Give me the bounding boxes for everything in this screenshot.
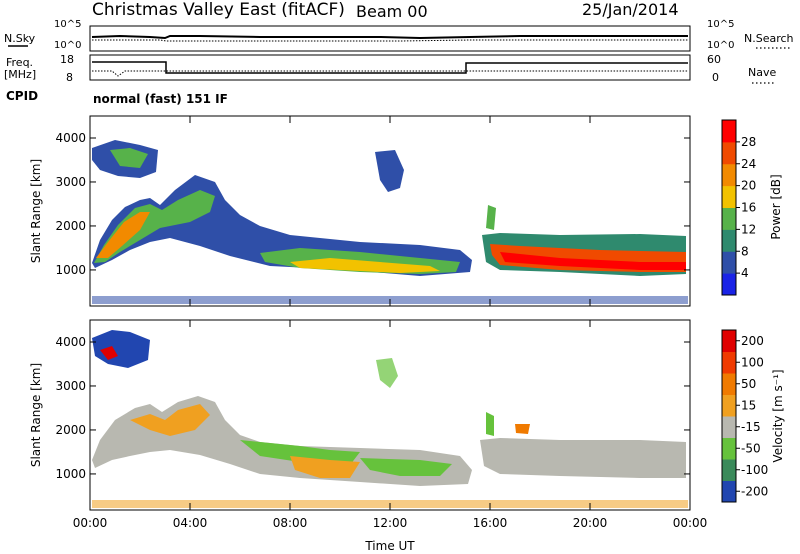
- noise-panel: N.Sky 10^5 10^0 10^5 10^0 N.Search: [4, 19, 794, 52]
- velocity-panel: 1000 2000 3000 4000 00:00 04:00 08:00 12:00 16:…: [29, 319, 708, 553]
- nsearch-trace: [92, 39, 688, 42]
- cpid-value: normal (fast) 151 IF: [93, 92, 228, 106]
- power-colorbar-ticks: 4 8 12 16 20 24 28: [736, 135, 756, 280]
- power-y-axis-label: Slant Range [km]: [29, 159, 43, 263]
- power-colorbar-tick-label: 20: [741, 179, 756, 193]
- velocity-colorbar-tick-label: -100: [741, 463, 768, 477]
- xtick-label: 04:00: [173, 516, 208, 530]
- velocity-colorbar-cell: [722, 373, 736, 395]
- velocity-colorbar-cell: [722, 437, 736, 460]
- power-colorbar-cell: [722, 273, 736, 296]
- power-colorbar-cell: [722, 229, 736, 252]
- noise-tick-right-bottom: 10^0: [707, 40, 734, 51]
- xtick-label: 00:00: [673, 516, 708, 530]
- freq-tick-left-top: 18: [60, 53, 74, 66]
- velocity-ytick-label: 4000: [55, 335, 86, 349]
- nave-trace: [92, 70, 688, 77]
- freq-tick-right-bottom: 0: [712, 71, 719, 84]
- frequency-panel: Freq. [MHz] 18 8 60 0 Nave: [4, 53, 776, 84]
- power-colorbar-label: Power [dB]: [769, 174, 783, 239]
- velocity-x-ticks: 00:00 04:00 08:00 12:00 16:00 20:00 00:00: [73, 320, 708, 530]
- velocity-colorbar-tick-label: 100: [741, 355, 764, 369]
- nsearch-label: N.Search: [744, 32, 794, 45]
- power-colorbar-cell: [722, 185, 736, 208]
- velocity-colorbar-tick-label: 50: [741, 377, 756, 391]
- power-x-tickmarks: [89, 116, 691, 306]
- xtick-label: 00:00: [73, 516, 108, 530]
- figure-title: Christmas Valley East (fitACF): [92, 0, 345, 20]
- velocity-colorbar-tick-label: -50: [741, 441, 761, 455]
- velocity-colorbar-tick-label: -200: [741, 484, 768, 498]
- freq-trace: [92, 61, 688, 74]
- power-colorbar-tick-label: 28: [741, 135, 756, 149]
- power-ytick-label: 3000: [55, 175, 86, 189]
- velocity-ytick-label: 1000: [55, 467, 86, 481]
- power-panel: 1000 2000 3000 4000 Slant Range [km]: [29, 115, 691, 307]
- power-colorbar-tick-label: 24: [741, 157, 756, 171]
- noise-tick-left-top: 10^5: [54, 19, 81, 30]
- freq-label: Freq.: [6, 56, 33, 69]
- xtick-label: 16:00: [473, 516, 508, 530]
- velocity-colorbar-cell: [722, 459, 736, 481]
- power-ytick-label: 1000: [55, 263, 86, 277]
- velocity-y-ticks: 1000 2000 3000 4000: [55, 335, 690, 481]
- velocity-colorbar-cell: [722, 330, 736, 352]
- power-data: [92, 140, 688, 304]
- power-colorbar-cell: [722, 207, 736, 230]
- power-colorbar-tick-label: 4: [741, 266, 749, 280]
- velocity-data: [92, 330, 688, 508]
- velocity-colorbar-cell: [722, 351, 736, 374]
- xtick-label: 08:00: [273, 516, 308, 530]
- velocity-colorbar-tick-label: -15: [741, 420, 761, 434]
- power-colorbar-cells: [722, 120, 736, 296]
- nsky-label: N.Sky: [4, 32, 36, 45]
- xtick-label: 12:00: [373, 516, 408, 530]
- x-axis-label: Time UT: [364, 539, 415, 553]
- velocity-colorbar-cell: [722, 480, 736, 503]
- velocity-ytick-label: 3000: [55, 379, 86, 393]
- velocity-colorbar-label: Velocity [m s⁻¹]: [771, 369, 785, 462]
- power-colorbar-cell: [722, 120, 736, 143]
- velocity-colorbar-cell: [722, 394, 736, 417]
- power-colorbar-cell: [722, 141, 736, 165]
- freq-tick-left-bottom: 8: [66, 71, 73, 84]
- power-ytick-label: 4000: [55, 131, 86, 145]
- velocity-colorbar: 200 100 50 15 -15 -50 -100 -200 Velocity [m s⁻¹…: [721, 329, 785, 503]
- power-colorbar-cell: [722, 251, 736, 274]
- velocity-colorbar-tick-label: 200: [741, 334, 764, 348]
- velocity-colorbar-ticks: 200 100 50 15 -15 -50 -100 -200: [736, 334, 768, 498]
- noise-tick-left-bottom: 10^0: [54, 40, 81, 51]
- cpid-label: CPID: [6, 89, 38, 103]
- power-y-ticks: 1000 2000 3000 4000: [55, 131, 690, 277]
- velocity-ytick-label: 2000: [55, 423, 86, 437]
- power-colorbar: 4 8 12 16 20 24 28 Power [dB]: [721, 119, 783, 296]
- velocity-y-axis-label: Slant Range [km]: [29, 363, 43, 467]
- velocity-colorbar-cell: [722, 416, 736, 438]
- power-colorbar-cell: [722, 163, 736, 187]
- freq-tick-right-top: 60: [707, 53, 721, 66]
- power-ytick-label: 2000: [55, 219, 86, 233]
- power-colorbar-tick-label: 8: [741, 244, 749, 258]
- power-colorbar-tick-label: 12: [741, 222, 756, 236]
- nsky-trace: [91, 34, 688, 40]
- power-colorbar-tick-label: 16: [741, 201, 756, 215]
- velocity-colorbar-tick-label: 15: [741, 398, 756, 412]
- velocity-colorbar-cells: [722, 330, 736, 503]
- xtick-label: 20:00: [573, 516, 608, 530]
- beam-label: Beam 00: [356, 2, 428, 21]
- freq-unit-label: [MHz]: [4, 68, 36, 81]
- nave-label: Nave: [748, 66, 776, 79]
- date-label: 25/Jan/2014: [582, 0, 679, 19]
- noise-tick-right-top: 10^5: [707, 19, 734, 30]
